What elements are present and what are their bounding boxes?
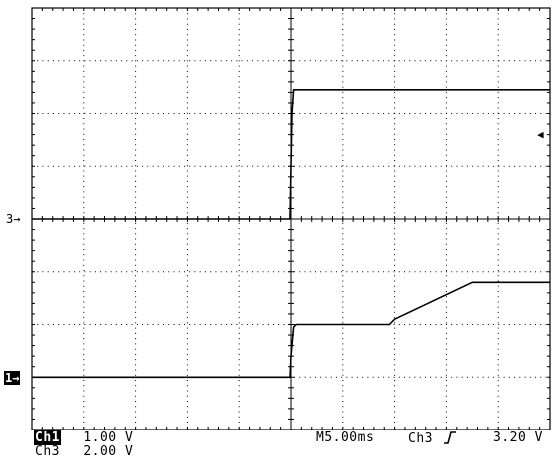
trigger-level-readout: 3.20 V <box>493 431 543 445</box>
trigger-level: 3.20 V <box>493 430 543 445</box>
ch1-marker-label: 1 <box>5 371 13 385</box>
waveform-traces <box>32 89 550 379</box>
timebase: M5.00ms <box>316 430 375 445</box>
ch3-ground-marker: 3→ <box>6 213 20 225</box>
arrow-right-icon: → <box>12 371 20 385</box>
trigger-source: Ch3 <box>408 431 433 446</box>
trigger-readout: Ch3 <box>408 431 457 446</box>
ch1-scale: 1.00 V <box>83 430 134 445</box>
ch1-readout: Ch1 1.00 V <box>34 430 134 445</box>
ch3-readout: Ch3 2.00 V <box>34 445 133 459</box>
timebase-readout: M5.00ms <box>316 431 374 445</box>
graticule <box>31 7 551 430</box>
ch3-trace <box>32 89 550 220</box>
ch1-name: Ch1 <box>34 430 61 445</box>
ch1-ground-marker: 1→ <box>4 371 21 385</box>
trigger-level-marker: ◀ <box>537 129 544 141</box>
ch3-name: Ch3 <box>35 444 60 459</box>
arrow-right-icon: → <box>13 212 21 226</box>
ch3-marker-label: 3 <box>6 212 14 226</box>
trigger-arrow-icon: ◀ <box>537 128 544 141</box>
ch3-scale: 2.00 V <box>83 444 134 459</box>
rising-edge-icon <box>444 431 457 444</box>
oscilloscope-screen <box>31 7 551 430</box>
ch1-trace <box>32 281 550 379</box>
